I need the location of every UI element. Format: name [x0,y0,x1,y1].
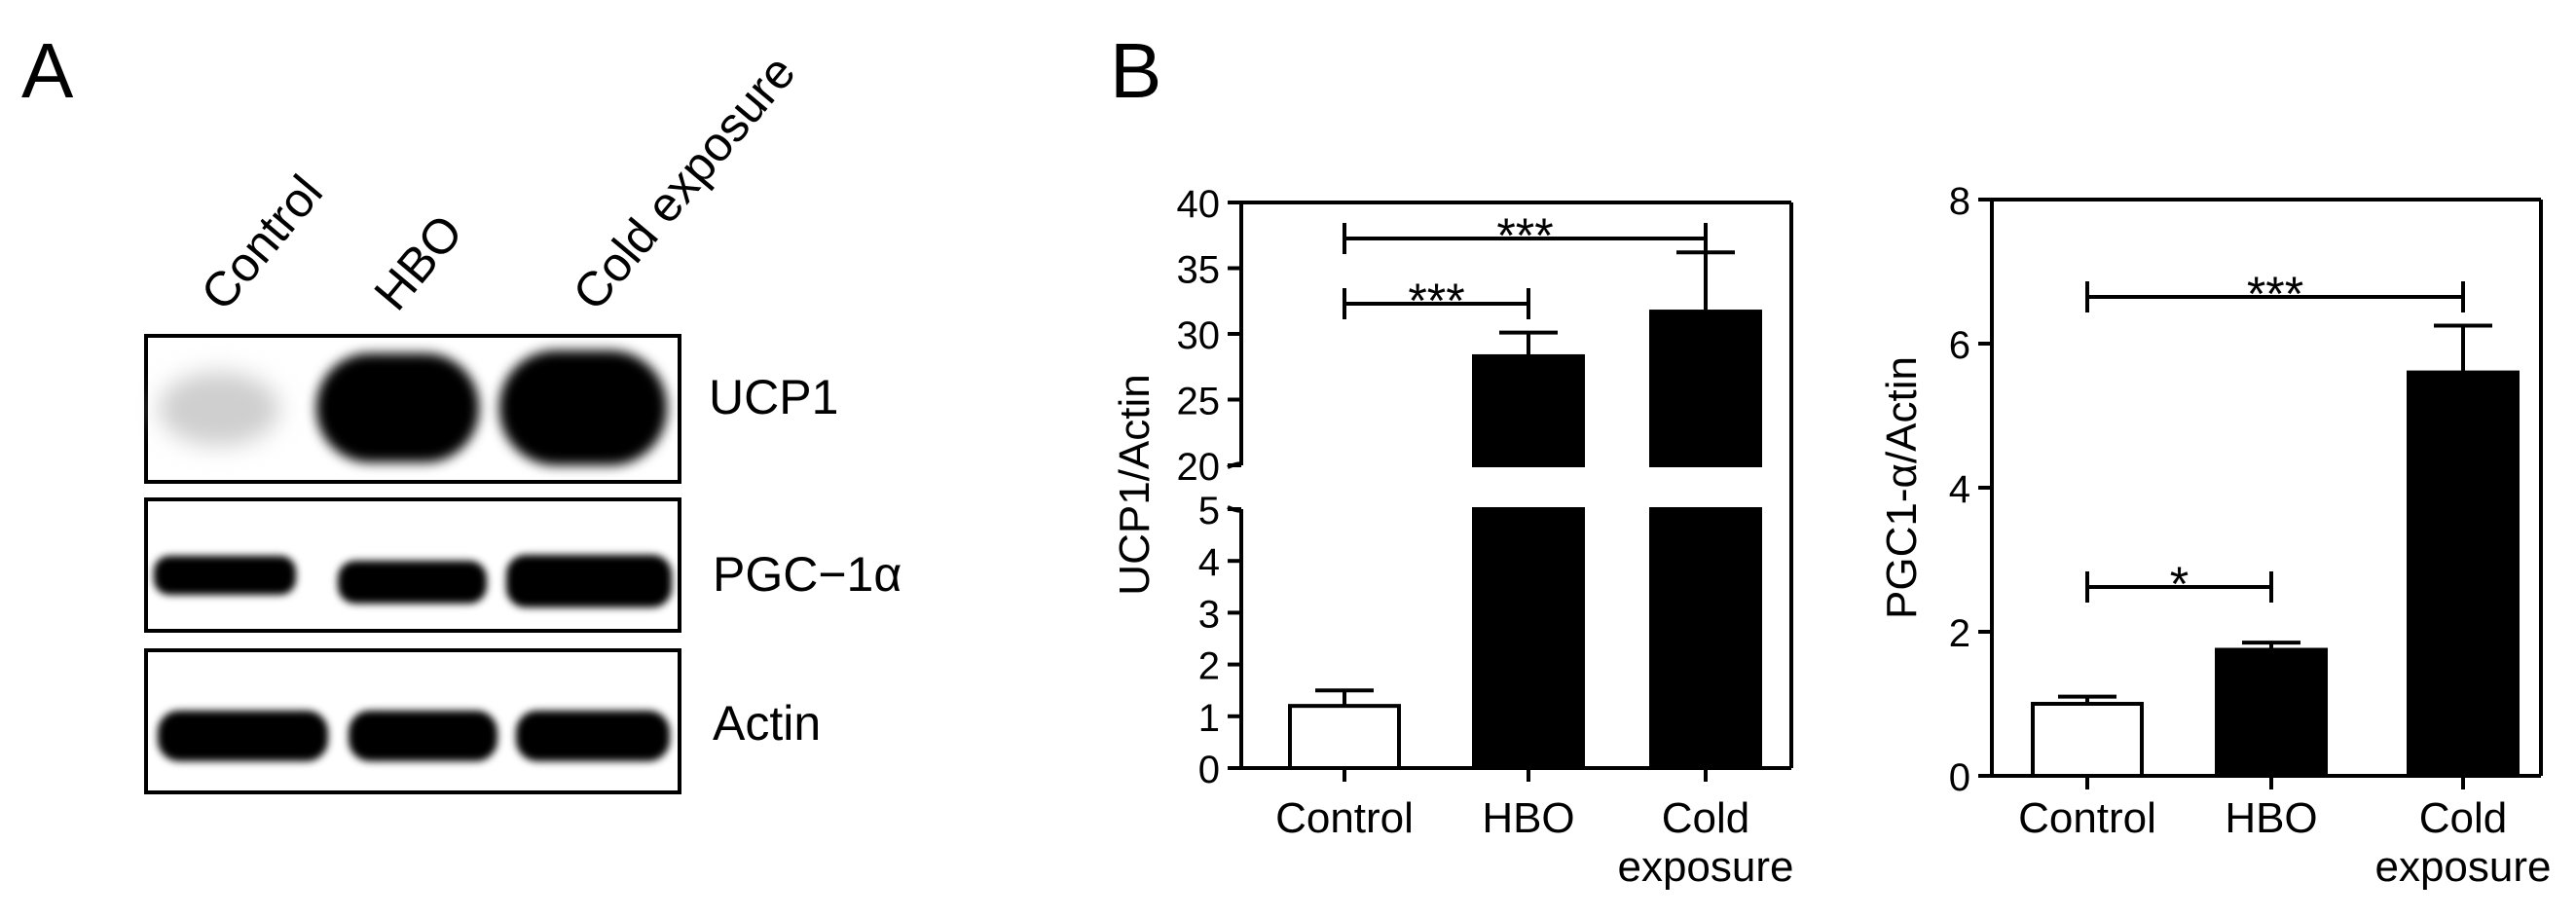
band-actin-hbo [349,711,497,761]
band-actin-cold [516,711,670,761]
bar [1472,507,1585,770]
x-tick-label: Cold [2419,794,2508,842]
y-axis-label: PGC1-α/Actin [1878,356,1926,619]
x-tick-label: HBO [1482,794,1574,842]
x-tick-label: exposure [1617,843,1793,891]
bar [1649,507,1762,770]
band-ucp1-cold [499,350,667,465]
y-tick-label: 30 [1177,314,1221,357]
y-tick-label: 4 [1198,541,1220,584]
panel-a-label: A [21,27,74,114]
blot-ucp1 [144,334,681,484]
y-tick-label: 25 [1177,381,1221,423]
significance-label: *** [2247,267,2303,321]
x-tick-label: exposure [2374,843,2551,891]
bar [2031,702,2144,778]
y-tick-label: 0 [1198,749,1220,791]
y-tick-label: 8 [1949,180,1970,223]
band-ucp1-hbo [316,353,479,462]
band-label-actin: Actin [713,696,821,751]
x-tick-label: Cold [1662,794,1750,842]
x-tick-label: Control [1275,794,1414,842]
bar [2407,370,2520,778]
band-pgc1a-control [154,556,296,595]
significance-label: *** [1408,274,1464,328]
y-tick-label: 5 [1198,490,1220,532]
blot-pgc1a [144,497,681,633]
lane-label-cold-exposure: Cold exposure [563,45,806,320]
y-tick-label: 40 [1177,183,1221,226]
y-tick-label: 1 [1198,697,1220,740]
band-pgc1a-cold [506,555,672,607]
y-tick-label: 20 [1177,446,1221,489]
x-tick-label: HBO [2225,794,2317,842]
bar [1288,704,1401,770]
y-tick-label: 4 [1949,468,1970,511]
y-tick-label: 2 [1949,612,1970,655]
y-tick-label: 35 [1177,249,1221,292]
y-tick-label: 2 [1198,645,1220,688]
significance-label: * [2170,557,2189,611]
y-tick-label: 6 [1949,324,1970,367]
band-ucp1-control [159,372,279,446]
lane-labels: Control HBO Cold exposure [191,45,806,320]
bar [1649,310,1762,467]
panel-b-label: B [1110,27,1161,114]
x-tick-label: Control [2018,794,2156,842]
blot-actin [144,648,681,794]
y-tick-label: 3 [1198,593,1220,636]
band-pgc1a-hbo [338,561,487,604]
lane-label-control: Control [191,165,334,320]
band-actin-control [158,711,328,761]
y-tick-label: 0 [1949,756,1970,799]
significance-label: *** [1496,208,1553,263]
bar [2215,647,2328,778]
band-label-ucp1: UCP1 [709,370,838,424]
band-label-pgc1a: PGC−1α [713,547,902,602]
y-axis-label: UCP1/Actin [1111,374,1159,595]
bar [1472,353,1585,468]
lane-label-hbo: HBO [364,204,474,320]
